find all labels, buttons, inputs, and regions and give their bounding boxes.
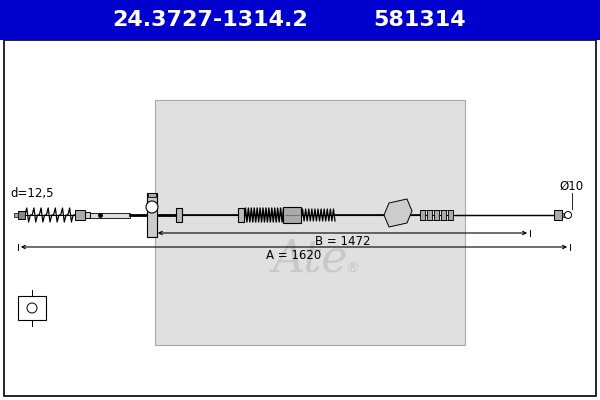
Bar [75,210,85,220]
Text: ®: ® [345,262,359,276]
Bar [0,0,600,40]
Bar [148,193,156,197]
Circle shape [146,201,158,213]
Bar [176,208,182,222]
Bar [427,210,432,220]
Bar [155,100,465,345]
Bar [554,210,562,220]
Bar [90,212,130,218]
Bar [434,210,439,220]
Bar [18,296,46,320]
Circle shape [27,303,37,313]
Text: A = 1620: A = 1620 [266,249,322,262]
Bar [238,208,244,222]
Text: 24.3727-1314.2: 24.3727-1314.2 [112,10,308,30]
Text: 581314: 581314 [374,10,466,30]
Text: d=12,5: d=12,5 [10,187,53,200]
Bar [448,210,453,220]
Text: B = 1472: B = 1472 [315,235,370,248]
Text: Ate: Ate [272,238,348,281]
Bar [420,210,425,220]
Bar [18,211,25,219]
Polygon shape [384,199,412,227]
Bar [14,213,18,217]
Bar [85,212,90,218]
Bar [441,210,446,220]
Bar [562,213,570,217]
Bar [4,40,596,396]
Bar [147,193,157,237]
Bar [283,207,301,223]
Text: Ø10: Ø10 [560,180,584,193]
Circle shape [565,212,571,218]
